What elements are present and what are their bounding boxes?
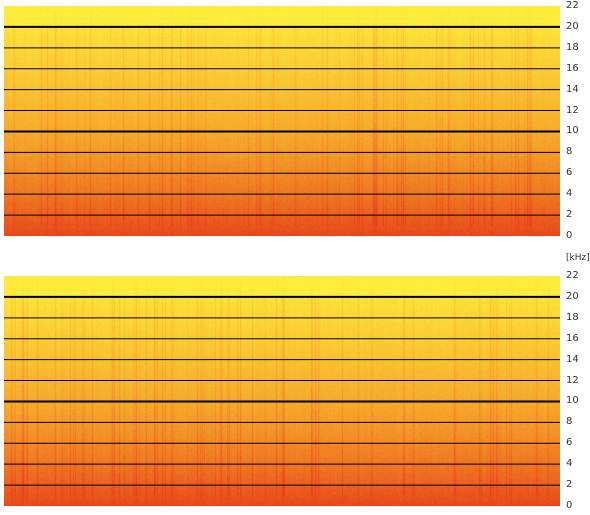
y-tick-label: 10 [566,395,579,407]
y-tick-label: 20 [566,290,579,302]
y-tick-label: 4 [566,188,573,200]
spectrogram-heatmap [4,6,560,236]
y-tick-label: 12 [566,374,579,386]
y-tick-label: 2 [566,209,573,221]
y-tick-label: 0 [566,500,573,511]
y-tick-label: 8 [566,416,573,428]
y-tick-label: 4 [566,458,573,470]
y-axis-unit-label: [kHz] [566,253,590,263]
y-tick-label: 0 [566,230,573,241]
y-tick-label: 6 [566,437,573,449]
y-tick-label: 12 [566,104,579,116]
gridlines [4,295,560,486]
y-tick-label: 6 [566,167,573,179]
y-tick-label: 22 [566,0,579,11]
y-tick-label: 8 [566,146,573,158]
spectrogram-top [4,6,560,236]
y-tick-label: 16 [566,332,579,344]
y-tick-label: 18 [566,41,579,53]
y-tick-label: 20 [566,20,579,32]
gridlines [4,25,560,216]
spectrogram-heatmap [4,276,560,506]
y-tick-label: 14 [566,353,579,365]
y-tick-label: 2 [566,479,573,491]
y-tick-label: 18 [566,311,579,323]
y-tick-label: 14 [566,83,579,95]
y-tick-label: 10 [566,125,579,137]
spectrogram-bottom [4,276,560,506]
y-tick-label: 22 [566,270,579,281]
y-tick-label: 16 [566,62,579,74]
